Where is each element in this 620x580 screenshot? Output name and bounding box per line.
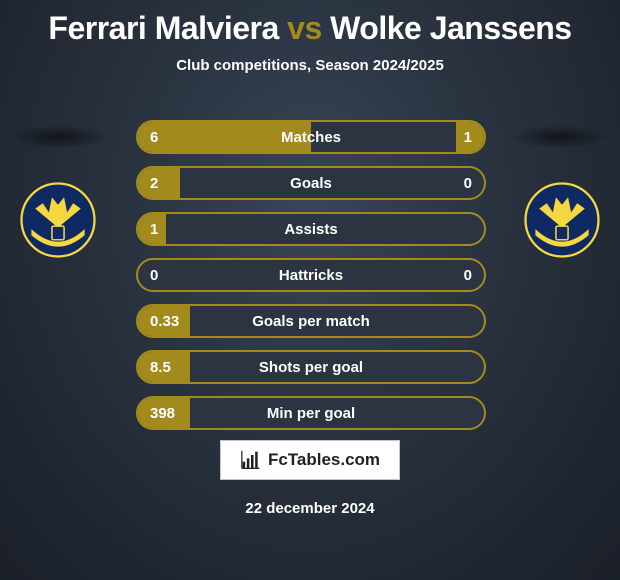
shield-icon	[524, 182, 600, 258]
page-title: Ferrari Malviera vs Wolke Janssens	[0, 0, 620, 47]
stat-row-spg: 8.5 Shots per goal	[136, 350, 486, 384]
club-crest-right	[522, 180, 602, 260]
club-crest-left	[18, 180, 98, 260]
stat-row-hattricks: 0 Hattricks 0	[136, 258, 486, 292]
title-vs: vs	[279, 10, 330, 46]
title-player2: Wolke Janssens	[330, 10, 571, 46]
date-text: 22 december 2024	[0, 500, 620, 517]
stats-panel: 6 Matches 1 2 Goals 0 1 Assists 0 Hattri…	[136, 120, 486, 442]
title-player1: Ferrari Malviera	[48, 10, 278, 46]
stat-label: Hattricks	[138, 260, 484, 290]
stat-row-mpg: 398 Min per goal	[136, 396, 486, 430]
stat-label: Min per goal	[138, 398, 484, 428]
subtitle: Club competitions, Season 2024/2025	[0, 57, 620, 74]
brand-badge[interactable]: FcTables.com	[220, 440, 400, 480]
brand-text: FcTables.com	[268, 450, 380, 470]
stat-value-right: 1	[464, 122, 472, 152]
stat-label: Matches	[138, 122, 484, 152]
stat-value-right: 0	[464, 168, 472, 198]
stat-label: Goals per match	[138, 306, 484, 336]
shield-icon	[20, 182, 96, 258]
stat-label: Assists	[138, 214, 484, 244]
stat-row-goals: 2 Goals 0	[136, 166, 486, 200]
bar-chart-icon	[240, 450, 262, 470]
shadow-ellipse-right	[510, 125, 610, 149]
shadow-ellipse-left	[10, 125, 110, 149]
stat-label: Shots per goal	[138, 352, 484, 382]
stat-value-right: 0	[464, 260, 472, 290]
stat-row-matches: 6 Matches 1	[136, 120, 486, 154]
stat-row-gpm: 0.33 Goals per match	[136, 304, 486, 338]
stat-row-assists: 1 Assists	[136, 212, 486, 246]
stat-label: Goals	[138, 168, 484, 198]
